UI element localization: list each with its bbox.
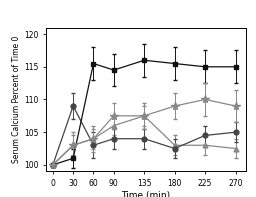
X-axis label: Time (min): Time (min) bbox=[121, 191, 170, 197]
Y-axis label: Serum Calcium Percent of Time 0: Serum Calcium Percent of Time 0 bbox=[12, 36, 21, 163]
